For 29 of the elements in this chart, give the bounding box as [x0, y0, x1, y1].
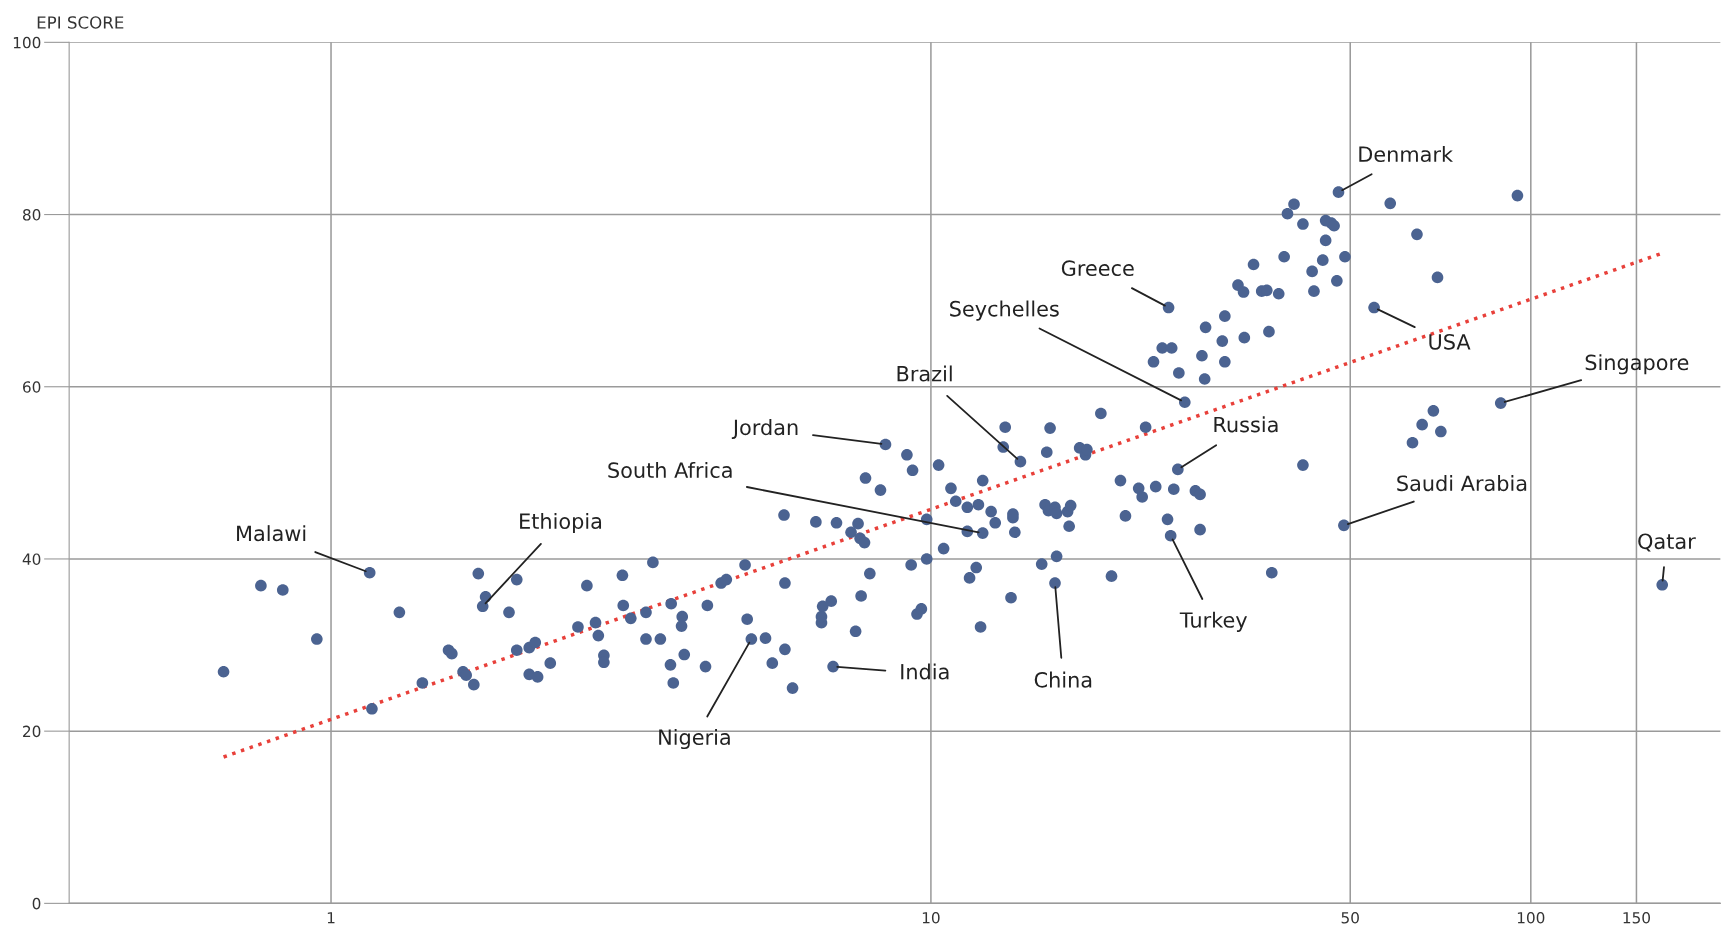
annotation: Russia — [1214, 416, 1278, 433]
annotation: Denmark — [1359, 145, 1453, 163]
annotation: Saudi Arabia — [1397, 475, 1527, 492]
annotation: USA — [1429, 333, 1471, 350]
annotation: Ethiopia — [520, 512, 602, 534]
annotation: Brazil — [897, 365, 952, 382]
x-tick-label: 1 — [327, 912, 335, 924]
y-tick-label: 0 — [32, 897, 41, 910]
y-tick-label: 80 — [22, 209, 41, 221]
y-tick-label: 100 — [13, 36, 41, 49]
annotation: China — [1034, 671, 1092, 688]
annotation: Qatar — [1638, 533, 1696, 552]
annotation: India — [901, 663, 949, 680]
y-tick-label: 40 — [22, 553, 41, 565]
x-tick-label: 100 — [1517, 911, 1545, 924]
annotation: Turkey — [1179, 611, 1248, 632]
y-tick-label: 20 — [23, 725, 41, 738]
annotation: Nigeria — [659, 728, 730, 750]
y-axis-title: EPI SCORE — [37, 16, 124, 29]
annotation: Malawi — [237, 525, 306, 542]
annotation: Singapore — [1585, 354, 1689, 375]
annotation: Seychelles — [950, 300, 1059, 321]
x-tick-label: 10 — [922, 911, 940, 924]
x-tick-label: 50 — [1341, 911, 1359, 924]
annotation: Jordan — [731, 419, 798, 440]
annotation: South Africa — [608, 461, 732, 479]
x-tick-label: 150 — [1623, 911, 1651, 924]
y-tick-label: 60 — [23, 381, 41, 393]
annotation: Greece — [1061, 260, 1134, 277]
